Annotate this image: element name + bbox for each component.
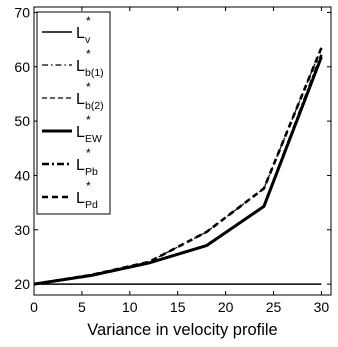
x-tick-label: 20 xyxy=(218,299,234,315)
x-tick-label: 5 xyxy=(78,299,86,315)
series-line-5 xyxy=(33,54,323,286)
legend-label: L xyxy=(76,190,85,207)
y-tick-label: 40 xyxy=(14,167,30,183)
legend-subscript: EW xyxy=(85,133,102,145)
x-tick-label: 15 xyxy=(170,299,186,315)
axes-box xyxy=(33,6,332,296)
legend-label: L xyxy=(76,91,85,108)
legend-star: * xyxy=(86,113,91,127)
legend: L*vL*b(1)L*b(2)L*EWL*PbL*Pd xyxy=(36,11,111,215)
legend-star: * xyxy=(86,179,91,193)
legend-star: * xyxy=(86,14,91,28)
y-tick-label: 60 xyxy=(14,59,30,75)
x-tick-label: 30 xyxy=(314,299,330,315)
legend-subscript: v xyxy=(85,34,91,46)
legend-box xyxy=(36,11,111,215)
y-tick-label: 20 xyxy=(14,276,30,292)
x-axis-label: Variance in velocity profile xyxy=(87,321,277,339)
legend-label: L xyxy=(76,58,85,75)
legend-subscript: b(1) xyxy=(85,67,104,79)
legend-subscript: Pb xyxy=(85,166,98,178)
x-tick-label: 10 xyxy=(122,299,138,315)
legend-star: * xyxy=(86,47,91,61)
legend-star: * xyxy=(86,146,91,160)
legend-star: * xyxy=(86,80,91,94)
legend-label: L xyxy=(76,25,85,42)
y-tick-label: 30 xyxy=(14,222,30,238)
y-tick-label: 70 xyxy=(14,4,30,20)
axis-ticks: 0 5 10 15 20 25 30 20 30 40 50 60 70 xyxy=(14,4,331,315)
plot-lines xyxy=(33,47,323,286)
legend-subscript: b(2) xyxy=(85,100,104,112)
legend-label: L xyxy=(76,157,85,174)
y-tick-label: 50 xyxy=(14,113,30,129)
legend-subscript: Pd xyxy=(85,199,98,211)
legend-label: L xyxy=(76,124,85,141)
x-tick-label: 0 xyxy=(30,299,38,315)
x-tick-label: 25 xyxy=(266,299,282,315)
